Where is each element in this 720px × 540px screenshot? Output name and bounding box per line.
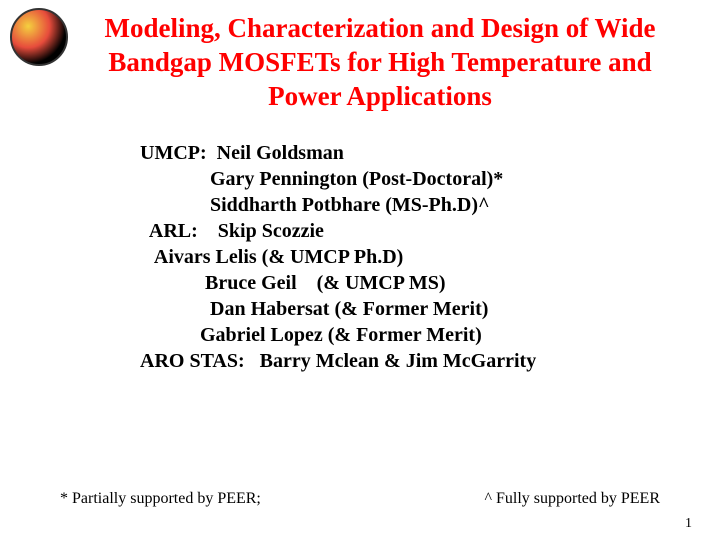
footnote-left: * Partially supported by PEER; [60,490,261,508]
university-logo [10,8,68,66]
author-line: Bruce Geil (& UMCP MS) [140,270,660,296]
author-line: Dan Habersat (& Former Merit) [140,296,660,322]
logo-emblem [10,8,68,66]
author-line: UMCP: Neil Goldsman [140,140,660,166]
author-line: Aivars Lelis (& UMCP Ph.D) [140,244,660,270]
author-line: Gabriel Lopez (& Former Merit) [140,322,660,348]
slide-title: Modeling, Characterization and Design of… [80,12,680,113]
authors-block: UMCP: Neil Goldsman Gary Pennington (Pos… [140,140,660,374]
author-line: ARL: Skip Scozzie [140,218,660,244]
footnote-right: ^ Fully supported by PEER [484,490,660,508]
author-line: Gary Pennington (Post-Doctoral)* [140,166,660,192]
footnote-block: * Partially supported by PEER; ^ Fully s… [60,490,660,508]
author-line: Siddharth Potbhare (MS-Ph.D)^ [140,192,660,218]
author-line: ARO STAS: Barry Mclean & Jim McGarrity [140,348,660,374]
page-number: 1 [685,516,692,532]
